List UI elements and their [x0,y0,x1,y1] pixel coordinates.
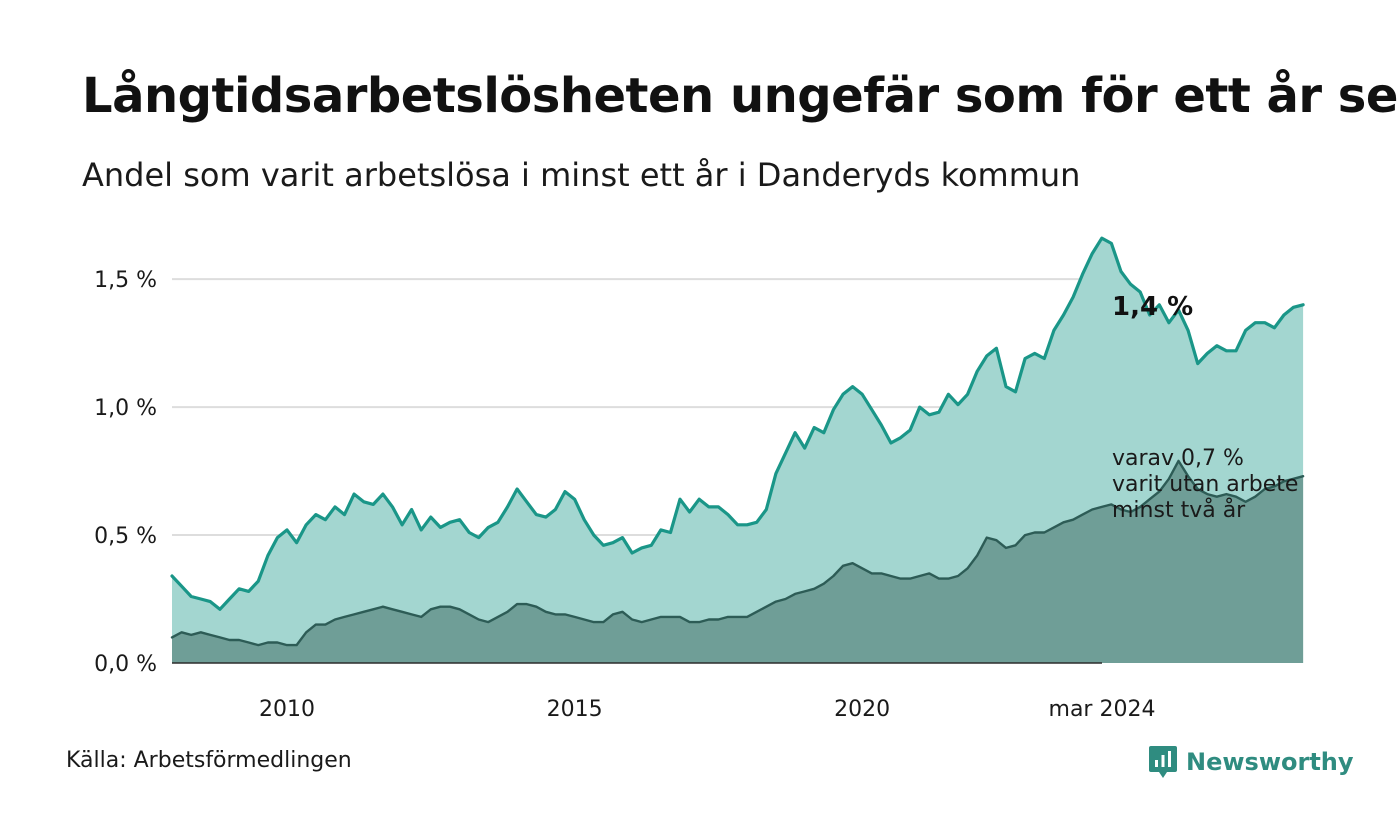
brand-logo[interactable]: Newsworthy [1148,744,1354,780]
newsworthy-logo-icon [1149,746,1177,778]
data-areas [170,236,1305,664]
x-tick-label: 2020 [834,697,890,722]
y-tick-label: 0,5 % [94,524,157,549]
x-tick-label: mar 2024 [1049,697,1156,722]
axis-labels: 0,0 % 0,5 % 1,0 % 1,5 % 2010 2015 2020 mar 2024 [94,268,1155,722]
annotations: 1,4 % varav 0,7 % varit utan arbete mins… [1112,292,1298,523]
end-value-label: 1,4 % [1112,292,1193,322]
source-note: Källa: Arbetsförmedlingen [66,748,352,773]
main-series-line [170,236,1305,611]
x-tick-label: 2015 [547,697,603,722]
chart-subtitle: Andel som varit arbetslösa i minst ett å… [82,156,1081,194]
x-tick-label: 2010 [259,697,315,722]
annotation-line-3: minst två år [1112,497,1246,523]
y-tick-label: 0,0 % [94,652,157,677]
sub-series-line [170,459,1305,647]
brand-name: Newsworthy [1186,748,1354,776]
sub-series-area [172,460,1304,663]
chart-title: Långtidsarbetslösheten ungefär som för e… [82,68,1400,124]
y-tick-label: 1,5 % [94,268,157,293]
annotation-line-1: varav 0,7 % [1112,446,1244,471]
y-tick-label: 1,0 % [94,396,157,421]
annotation-line-2: varit utan arbete [1112,472,1298,497]
